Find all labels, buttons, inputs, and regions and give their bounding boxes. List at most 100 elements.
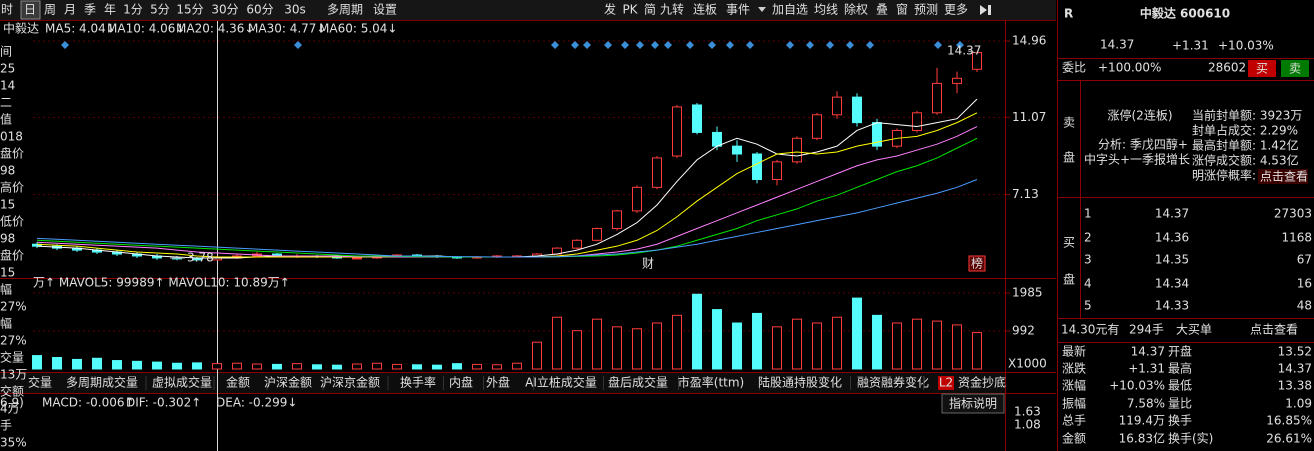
- volume-bar: [952, 324, 962, 370]
- toolbar-item[interactable]: 时: [1, 3, 13, 17]
- indicator-tab[interactable]: L2: [939, 376, 953, 390]
- indicator-tab[interactable]: 盘后成交量: [608, 375, 668, 390]
- event-marker[interactable]: [571, 41, 579, 49]
- big-order: 14.30元有: [1061, 323, 1119, 337]
- indicator-tab[interactable]: 融资融券变化: [857, 375, 929, 390]
- event-marker[interactable]: [806, 41, 814, 49]
- indicator-tab[interactable]: 沪深京金额: [320, 375, 380, 390]
- candle-body: [632, 186, 642, 212]
- volume-unit: X1000: [1008, 357, 1047, 371]
- nav-arrow[interactable]: [980, 5, 991, 15]
- volume-bar: [892, 322, 902, 370]
- event-marker[interactable]: [726, 41, 734, 49]
- stat-label: 开盘: [1168, 344, 1192, 359]
- event-marker[interactable]: [551, 41, 559, 49]
- event-marker[interactable]: [651, 41, 659, 49]
- side-field: 4万: [0, 402, 20, 416]
- side-label: 盘: [1063, 272, 1075, 287]
- indicator-tab[interactable]: 金额: [226, 375, 250, 390]
- event-marker[interactable]: [934, 41, 942, 49]
- event-marker[interactable]: [664, 41, 672, 49]
- big-order-link[interactable]: 点击查看: [1250, 323, 1298, 337]
- stat-value: +10.03%: [1109, 379, 1165, 393]
- sell-button-label[interactable]: 卖: [1289, 62, 1301, 76]
- toolbar-item[interactable]: 季: [84, 3, 96, 17]
- event-marker[interactable]: [786, 41, 794, 49]
- toolbar-item[interactable]: 窗: [896, 3, 908, 17]
- tooltip-box: [941, 393, 1005, 414]
- toolbar-item[interactable]: 1分: [123, 3, 143, 17]
- toolbar-item[interactable]: 15分: [176, 3, 203, 17]
- toolbar-item[interactable]: 更多: [944, 3, 968, 17]
- sell-button[interactable]: [1281, 60, 1309, 77]
- toolbar-item[interactable]: 周: [44, 3, 56, 17]
- toolbar-bg: [0, 0, 1056, 20]
- toolbar-item[interactable]: 连板: [693, 2, 717, 17]
- side-field: 13万: [0, 368, 27, 382]
- toolbar-item[interactable]: 发: [604, 2, 616, 17]
- toolbar-item[interactable]: 简: [644, 3, 656, 17]
- active-period[interactable]: [20, 0, 41, 20]
- volume-bar: [932, 320, 942, 370]
- side-field: 98: [0, 232, 15, 246]
- indicator-tab[interactable]: 多周期成交量: [66, 375, 138, 390]
- stock-name: 中毅达: [3, 21, 39, 36]
- toolbar-item[interactable]: 日: [24, 3, 36, 17]
- event-marker[interactable]: [846, 41, 854, 49]
- toolbar-item[interactable]: 预测: [914, 3, 938, 17]
- toolbar-item[interactable]: 事件: [726, 3, 750, 17]
- link-bg[interactable]: [1258, 169, 1308, 184]
- event-marker[interactable]: [826, 41, 834, 49]
- ma-legend: MA10: 4.06↓: [107, 22, 185, 36]
- dropdown-arrow: [758, 7, 766, 12]
- indicator-tab[interactable]: 换手率: [400, 375, 436, 390]
- indicator-tab[interactable]: 陆股通持股变化: [758, 375, 842, 390]
- toolbar-item[interactable]: 叠: [876, 3, 888, 17]
- high-pointer: [967, 50, 976, 54]
- toolbar-item[interactable]: 多周期: [327, 3, 363, 17]
- indicator-tab[interactable]: 交量: [28, 375, 52, 390]
- toolbar-item[interactable]: 30分: [211, 3, 238, 17]
- event-marker[interactable]: [621, 41, 629, 49]
- toolbar-item[interactable]: 年: [104, 3, 116, 17]
- indicator-tab[interactable]: 虚拟成交量: [152, 375, 212, 390]
- volume-bar: [372, 362, 382, 370]
- analysis: 分析: 季戊四醇+: [1098, 137, 1188, 152]
- event-marker[interactable]: [708, 41, 716, 49]
- indicator-tab[interactable]: 资金抄底: [958, 375, 1006, 390]
- toolbar-item[interactable]: 30s: [284, 3, 306, 17]
- candle-body: [772, 161, 782, 180]
- event-marker[interactable]: [604, 41, 612, 49]
- indicator-tab[interactable]: AI立桩成交量: [525, 375, 597, 390]
- event-marker[interactable]: [956, 41, 964, 49]
- buy-button[interactable]: [1248, 60, 1276, 77]
- stat-label: 最新: [1062, 344, 1086, 359]
- toolbar-item[interactable]: 除权: [844, 2, 868, 17]
- indicator-tab[interactable]: 内盘: [449, 375, 473, 390]
- event-marker[interactable]: [294, 41, 302, 49]
- event-marker[interactable]: [636, 41, 644, 49]
- buy-button-label[interactable]: 买: [1256, 62, 1268, 76]
- toolbar-item[interactable]: 月: [64, 3, 76, 17]
- event-marker[interactable]: [61, 41, 69, 49]
- toolbar-item[interactable]: 5分: [150, 3, 170, 17]
- toolbar-item[interactable]: PK: [622, 3, 638, 17]
- toolbar-item[interactable]: 均线: [814, 3, 838, 17]
- badge: R: [1064, 7, 1073, 21]
- volume-bar: [732, 322, 742, 370]
- limit-link[interactable]: 点击查看: [1260, 170, 1308, 184]
- toolbar-item[interactable]: 60分: [246, 3, 273, 17]
- toolbar-item[interactable]: 九转: [660, 2, 684, 17]
- event-marker[interactable]: [686, 41, 694, 49]
- event-marker[interactable]: [866, 41, 874, 49]
- toolbar-item[interactable]: 设置: [373, 3, 397, 17]
- event-marker[interactable]: [746, 41, 754, 49]
- volume-bar: [452, 363, 462, 370]
- indicator-tab[interactable]: 沪深金额: [264, 375, 312, 390]
- candle-body: [792, 137, 802, 163]
- volume-bar: [692, 293, 702, 370]
- toolbar-item[interactable]: 加自选: [772, 3, 808, 17]
- event-marker[interactable]: [583, 41, 591, 49]
- indicator-tab[interactable]: 外盘: [486, 375, 510, 390]
- indicator-tab[interactable]: 市盈率(ttm): [678, 375, 744, 390]
